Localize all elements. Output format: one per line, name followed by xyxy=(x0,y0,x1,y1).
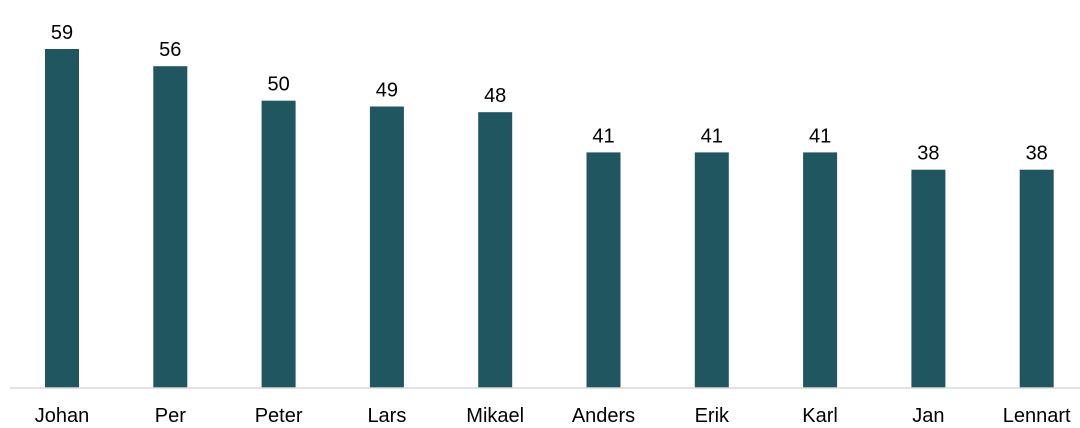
bar-johan xyxy=(45,49,79,388)
value-label-per: 56 xyxy=(159,39,181,61)
bar-peter xyxy=(261,100,296,388)
value-label-lennart: 38 xyxy=(1026,143,1048,165)
category-label-karl: Karl xyxy=(802,405,838,427)
value-label-erik: 41 xyxy=(701,125,723,147)
value-label-peter: 50 xyxy=(267,74,289,96)
bar-jan xyxy=(911,169,946,388)
value-label-anders: 41 xyxy=(592,125,614,147)
value-label-johan: 59 xyxy=(51,22,73,44)
category-label-anders: Anders xyxy=(572,405,635,427)
category-label-jan: Jan xyxy=(912,405,944,427)
value-label-mikael: 48 xyxy=(484,85,506,107)
value-labels-group: 59 56 50 49 48 41 41 41 38 38 xyxy=(51,22,1048,165)
bar-lars xyxy=(369,106,404,388)
category-label-mikael: Mikael xyxy=(466,405,524,427)
category-label-johan: Johan xyxy=(35,405,90,427)
bar-lennart xyxy=(1019,169,1054,388)
bar-anders xyxy=(586,152,621,388)
category-label-per: Per xyxy=(155,405,186,427)
category-label-lennart: Lennart xyxy=(1003,405,1071,427)
category-label-erik: Erik xyxy=(695,405,730,427)
value-label-jan: 38 xyxy=(917,143,939,165)
bar-mikael xyxy=(478,112,513,388)
bar-karl xyxy=(803,152,838,388)
bar-per xyxy=(153,66,188,388)
category-labels-group: Johan Per Peter Lars Mikael Anders Erik Karl Jan… xyxy=(35,405,1071,427)
category-label-lars: Lars xyxy=(367,405,406,427)
value-label-karl: 41 xyxy=(809,125,831,147)
category-label-peter: Peter xyxy=(255,405,303,427)
bars-group xyxy=(45,49,1054,388)
value-label-lars: 49 xyxy=(376,80,398,102)
bar-erik xyxy=(694,152,729,388)
